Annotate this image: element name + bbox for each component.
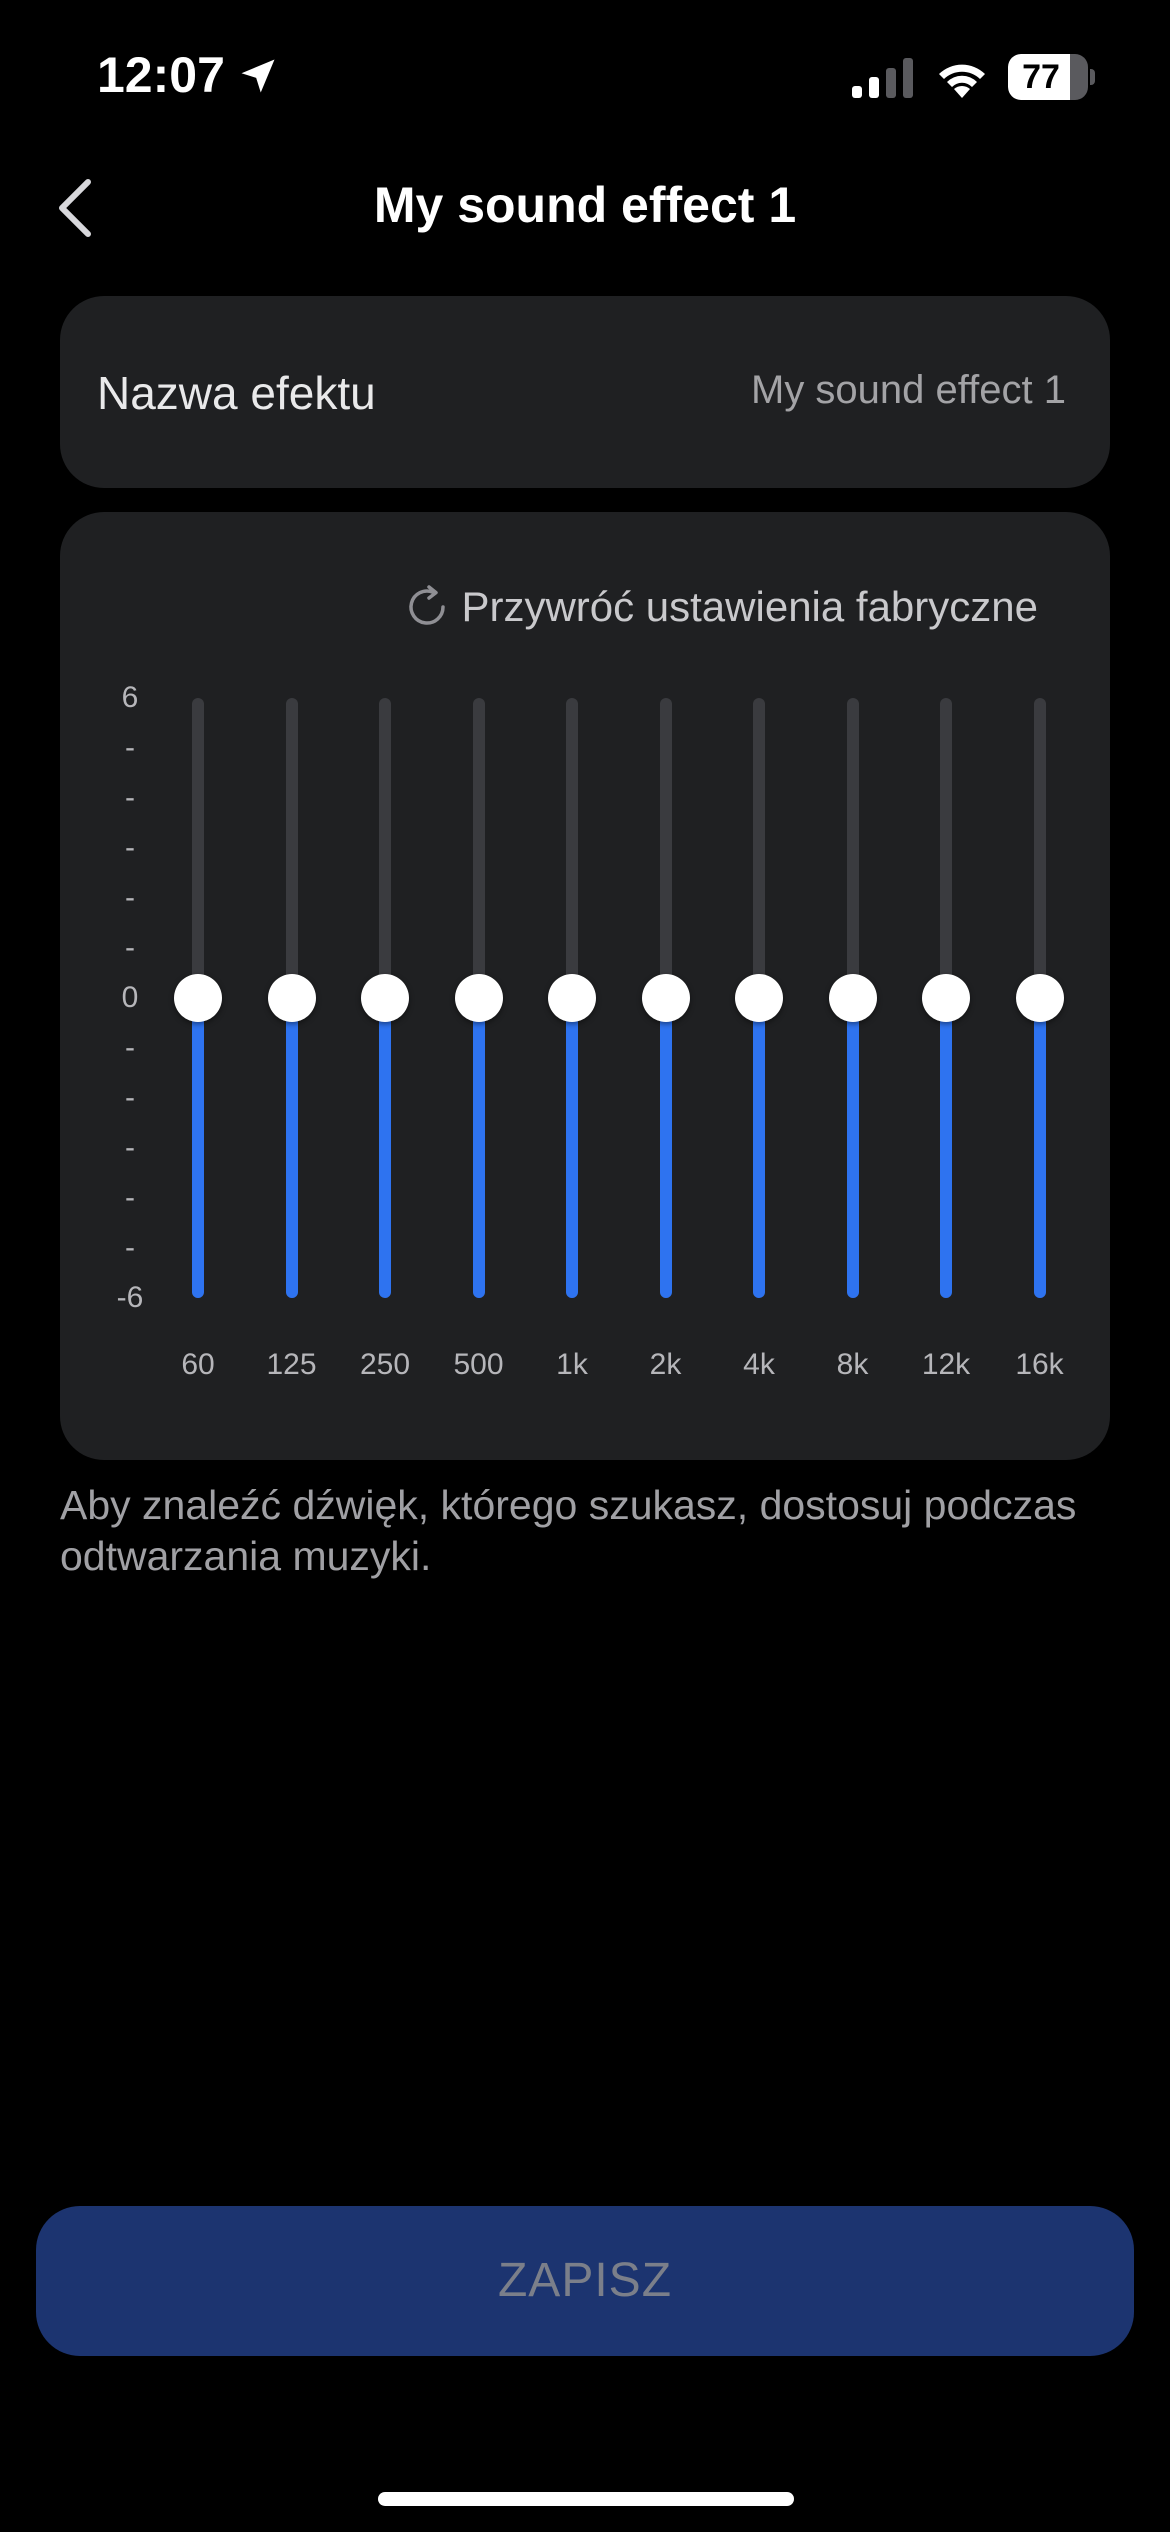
eq-band-label: 60 <box>181 1348 215 1381</box>
eq-band-thumb[interactable] <box>267 974 316 1022</box>
eq-band-thumb[interactable] <box>641 974 690 1022</box>
eq-band-thumb[interactable] <box>454 974 503 1022</box>
eq-band-fill <box>940 998 952 1298</box>
y-axis-label-zero: 0 <box>121 981 139 1014</box>
eq-band-slider[interactable]: 12k <box>906 698 986 1398</box>
y-axis-tick: - <box>125 881 135 914</box>
chevron-left-icon[interactable] <box>48 170 108 246</box>
eq-band-fill <box>753 998 765 1298</box>
eq-band-thumb[interactable] <box>1015 974 1064 1022</box>
y-axis-label-max: 6 <box>121 681 139 714</box>
effect-name-row[interactable]: Nazwa efektu My sound effect 1 <box>60 296 1110 488</box>
y-axis-tick: - <box>125 1081 135 1114</box>
eq-band-thumb[interactable] <box>548 974 596 1022</box>
y-axis-tick: - <box>125 1181 135 1214</box>
status-bar: 12:07 77 <box>0 0 1170 150</box>
eq-band-thumb[interactable] <box>174 974 222 1022</box>
eq-band-slider[interactable]: 4k <box>719 698 799 1398</box>
eq-band-slider[interactable]: 16k <box>1000 698 1080 1398</box>
battery-icon: 77 <box>1008 54 1095 100</box>
eq-band-fill <box>566 998 578 1298</box>
home-indicator <box>378 2492 794 2506</box>
eq-band-fill <box>192 998 204 1298</box>
effect-name-value: My sound effect 1 <box>751 368 1066 412</box>
eq-band-fill <box>285 998 298 1298</box>
eq-band-label: 125 <box>266 1348 317 1381</box>
y-axis-tick: - <box>125 1131 135 1164</box>
save-button[interactable]: ZAPISZ <box>36 2206 1134 2356</box>
y-axis-tick: - <box>125 831 135 864</box>
eq-band-label: 4k <box>743 1348 775 1381</box>
eq-band-thumb[interactable] <box>735 974 783 1022</box>
battery-percent: 77 <box>1022 58 1060 96</box>
eq-band-fill <box>846 998 859 1298</box>
eq-band-slider[interactable]: 8k <box>813 698 893 1398</box>
y-axis-tick: - <box>125 731 135 764</box>
status-time: 12:07 <box>97 47 225 103</box>
eq-band-slider[interactable]: 1k <box>532 698 612 1398</box>
y-axis-tick: - <box>125 1031 135 1064</box>
eq-band-label: 1k <box>556 1348 588 1381</box>
eq-band-slider[interactable]: 2k <box>626 698 706 1398</box>
refresh-icon <box>409 585 446 625</box>
eq-band-fill <box>472 998 485 1298</box>
reset-defaults-label: Przywróć ustawienia fabryczne <box>461 583 1038 630</box>
eq-band-fill <box>379 998 391 1298</box>
eq-band-slider[interactable]: 60 <box>158 698 238 1398</box>
eq-band-label: 8k <box>836 1348 869 1381</box>
eq-band-thumb[interactable] <box>361 974 409 1022</box>
eq-band-label: 250 <box>359 1348 411 1381</box>
effect-name-label: Nazwa efektu <box>97 367 376 419</box>
eq-band-thumb[interactable] <box>828 974 877 1022</box>
eq-band-label: 500 <box>453 1348 504 1381</box>
y-axis-tick: - <box>125 781 135 814</box>
y-axis-tick: - <box>125 1231 135 1264</box>
eq-band-fill <box>659 998 672 1298</box>
cellular-signal-icon <box>852 58 913 98</box>
eq-band-fill <box>1033 998 1046 1298</box>
hint-text: Aby znaleźć dźwięk, którego szukasz, dos… <box>60 1482 1077 1579</box>
eq-band-slider[interactable]: 125 <box>252 698 332 1398</box>
equalizer-card: Przywróć ustawienia fabryczne 6 - - - - - 0 - - -… <box>60 512 1110 1460</box>
eq-band-slider[interactable]: 500 <box>439 698 519 1398</box>
eq-band-thumb[interactable] <box>922 974 970 1022</box>
page-title: My sound effect 1 <box>373 177 797 233</box>
location-arrow-icon <box>241 59 275 93</box>
eq-band-label: 16k <box>1015 1348 1064 1381</box>
y-axis-tick: - <box>125 931 135 964</box>
eq-band-label: 2k <box>649 1348 682 1381</box>
y-axis-label-min: -6 <box>116 1281 144 1314</box>
reset-defaults-button[interactable]: Przywróć ustawienia fabryczne <box>403 572 1038 642</box>
wifi-icon <box>939 64 985 98</box>
eq-band-label: 12k <box>921 1348 971 1381</box>
eq-band-slider[interactable]: 250 <box>345 698 425 1398</box>
